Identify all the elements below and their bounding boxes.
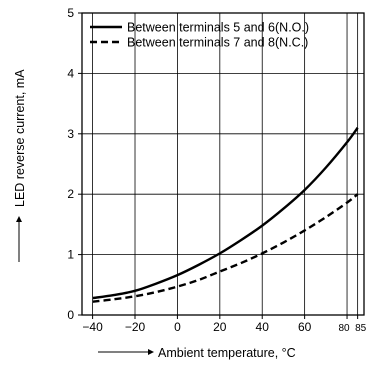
- x-axis-ticks: −40 −20 0 20 40 60 80 85: [82, 315, 367, 334]
- y-tick-label: 1: [67, 248, 74, 262]
- series-lines: [92, 127, 359, 303]
- y-tick-label: 0: [67, 308, 74, 322]
- x-tick-label: 0: [174, 320, 181, 334]
- x-axis-title: Ambient temperature, °C: [158, 346, 296, 360]
- x-tick-label: 60: [298, 320, 312, 334]
- legend-label-nc: Between terminals 7 and 8(N.C.): [127, 36, 308, 50]
- plot-frame: [81, 12, 365, 316]
- x-tick-label: 20: [213, 320, 227, 334]
- x-axis-arrowhead-icon: [148, 349, 154, 355]
- x-tick-label: 85: [355, 323, 367, 334]
- x-axis-title-group: Ambient temperature, °C: [98, 346, 296, 360]
- legend-label-no: Between terminals 5 and 6(N.O.): [127, 21, 309, 35]
- x-tick-label: 40: [256, 320, 270, 334]
- y-axis-ticks: 0 1 2 3 4 5: [67, 6, 82, 322]
- x-tick-label: −40: [82, 320, 103, 334]
- y-tick-label: 5: [67, 6, 74, 20]
- y-tick-label: 3: [67, 127, 74, 141]
- x-tick-label: −20: [125, 320, 146, 334]
- y-axis-arrowhead-icon: [16, 216, 22, 222]
- y-tick-label: 2: [67, 187, 74, 201]
- y-tick-label: 4: [67, 66, 74, 80]
- y-axis-title: LED reverse current, mA: [13, 69, 27, 207]
- series-line-no: [92, 127, 359, 300]
- y-axis-title-group: LED reverse current, mA: [13, 69, 27, 262]
- x-tick-label: 80: [338, 323, 350, 334]
- legend: Between terminals 5 and 6(N.O.) Between …: [90, 21, 309, 50]
- series-line-nc: [92, 193, 359, 303]
